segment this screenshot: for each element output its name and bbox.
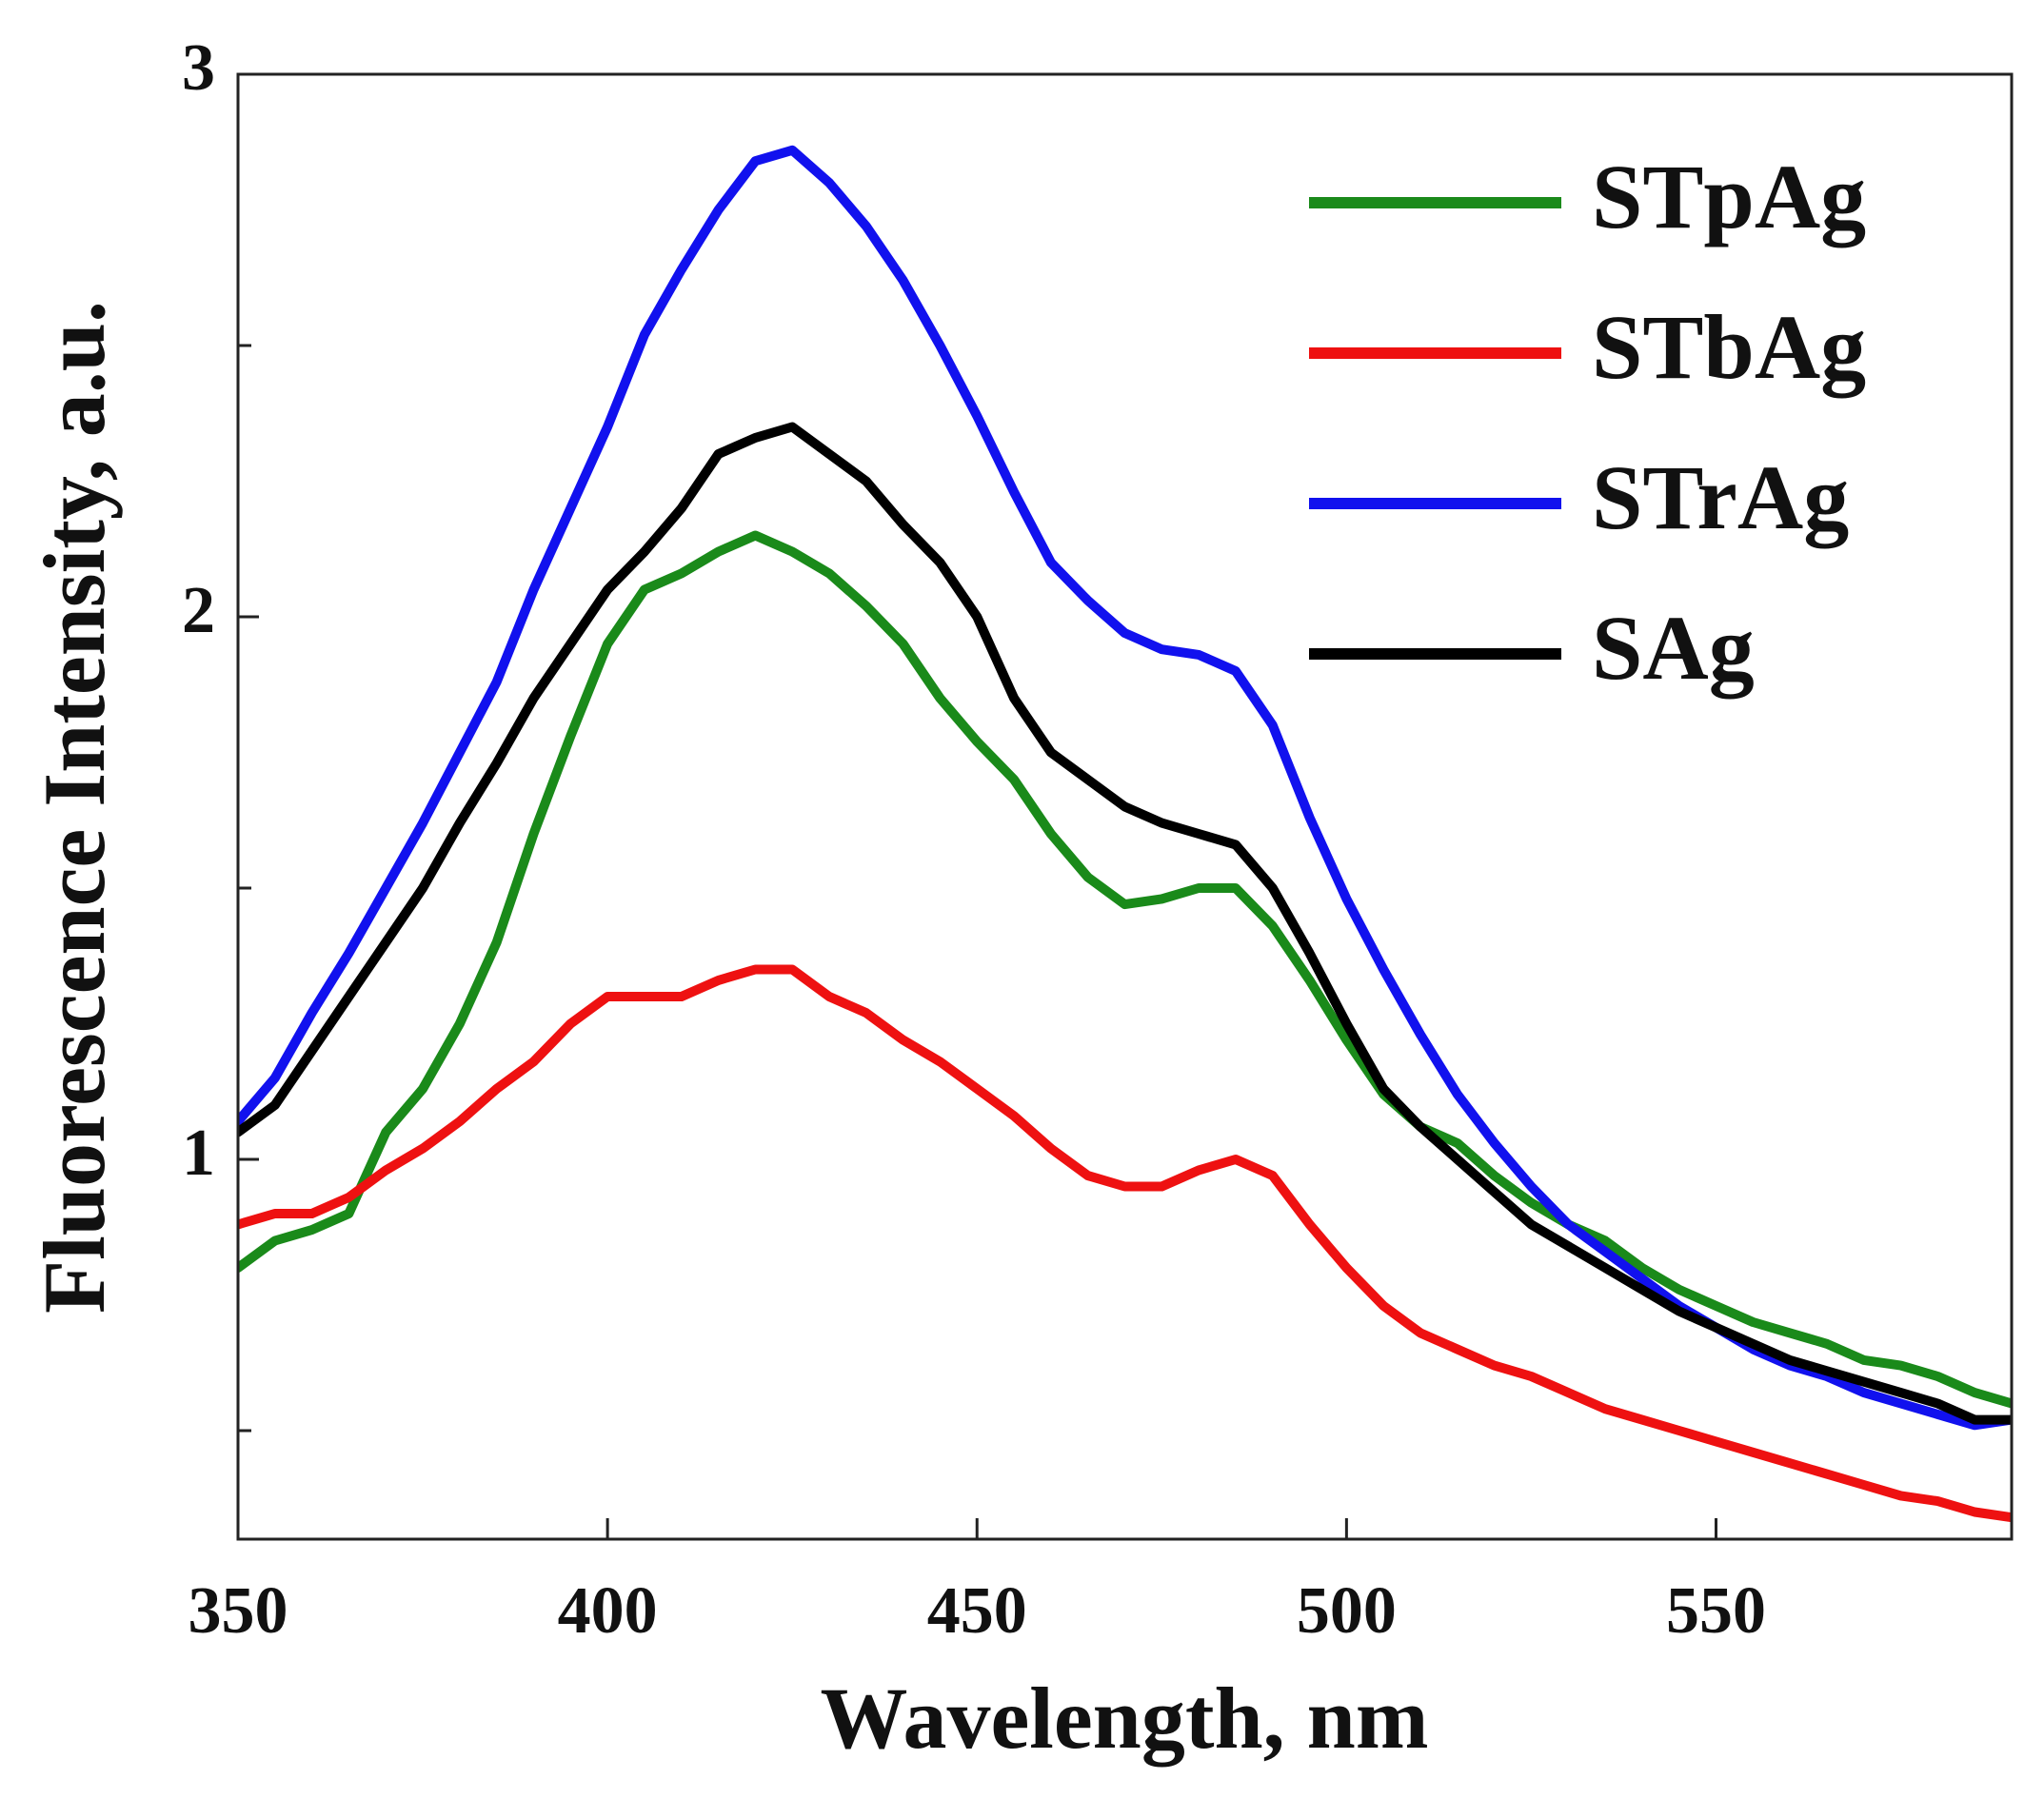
y-tick-label: 2: [182, 574, 215, 647]
series-line: [238, 530, 2012, 1409]
plot-frame: [236, 72, 2014, 1541]
x-axis-label: Wavelength, nm: [821, 1670, 1429, 1767]
series-line: [238, 422, 2012, 1425]
x-tick-label: 350: [189, 1574, 288, 1648]
y-tick-label: 1: [182, 1117, 215, 1190]
legend-label: SAg: [1592, 597, 1755, 699]
y-axis-label: Fluorescence Intensity, a.u.: [26, 301, 123, 1314]
legend-label: STrAg: [1592, 446, 1849, 548]
legend-label: STpAg: [1592, 146, 1866, 247]
x-tick-label: 450: [927, 1574, 1027, 1648]
x-tick-label: 400: [558, 1574, 658, 1648]
series-line: [238, 964, 2012, 1523]
legend-label: STbAg: [1592, 296, 1866, 398]
x-tick-label: 500: [1297, 1574, 1397, 1648]
x-tick-label: 550: [1666, 1574, 1766, 1648]
y-tick-label: 3: [182, 31, 215, 105]
